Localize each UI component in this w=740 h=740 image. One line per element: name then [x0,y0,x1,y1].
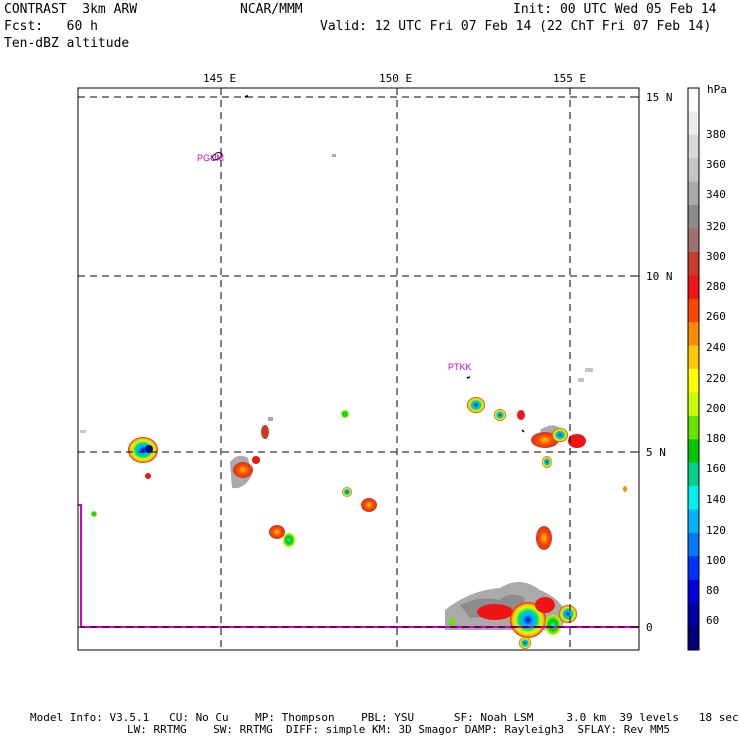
reflectivity-field [80,154,627,649]
convective-cells [91,397,627,649]
island-coastline [244,95,249,98]
cbar-label: 140 [706,493,726,506]
model-info-line1: Model Info: V3.5.1 CU: No Cu MP: Thompso… [30,711,739,724]
cbar-label: 340 [706,188,726,201]
colorbar-swatch [688,205,699,229]
colorbar-swatch [688,532,699,557]
cbar-label: 60 [706,614,719,627]
forecast-hour: Fcst: 60 h [4,19,98,34]
colorbar-swatch [688,298,699,323]
cbar-label: 220 [706,372,726,385]
colorbar-swatch [688,392,699,417]
grey-echo-areas [80,154,593,630]
colorbar [687,87,700,651]
lat-label-5n: 5 N [646,446,666,459]
lat-label-10n: 10 N [646,270,673,283]
cbar-label: 120 [706,524,726,537]
model-title: CONTRAST 3km ARW [4,2,138,17]
colorbar-swatch [688,322,699,347]
station-ptkk: PTKK [448,362,472,372]
colorbar-swatch [688,603,699,628]
colorbar-swatch [688,509,699,534]
colorbar-swatch [688,181,699,206]
cbar-label: 240 [706,341,726,354]
field-name: Ten-dBZ altitude [4,36,130,51]
colorbar-swatch [688,556,699,581]
colorbar-labels: 380 360 340 320 300 280 260 240 220 200 … [706,128,726,627]
colorbar-unit: hPa [707,83,727,96]
colorbar-swatch [688,486,699,510]
station-pgum: PGUM [197,153,224,163]
cbar-label: 280 [706,280,726,293]
colorbar-swatch [688,111,699,136]
colorbar-swatch [688,369,699,393]
lon-label-150: 150 E [379,72,412,85]
model-info-line2: LW: RRTMG SW: RRTMG DIFF: simple KM: 3D … [127,723,671,736]
colorbar-swatch [688,158,699,183]
colorbar-swatch [688,439,699,464]
valid-time: Valid: 12 UTC Fri 07 Feb 14 (22 ChT Fri … [320,19,712,34]
cbar-label: 80 [706,584,719,597]
lon-label-155: 155 E [553,72,586,85]
colorbar-swatch [688,134,699,159]
cbar-label: 100 [706,554,726,567]
cbar-label: 180 [706,432,726,445]
organization: NCAR/MMM [240,2,303,17]
cbar-label: 160 [706,462,726,475]
colorbar-frame [687,87,700,651]
graticule [78,88,639,650]
colorbar-swatch [688,626,699,651]
cbar-label: 360 [706,158,726,171]
cbar-label: 260 [706,310,726,323]
colorbar-swatch [688,579,699,604]
cbar-label: 320 [706,220,726,233]
lon-label-145: 145 E [203,72,236,85]
cbar-label: 300 [706,250,726,263]
chuuk-coastline [466,376,471,379]
lat-label-0: 0 [646,621,653,634]
cbar-label: 200 [706,402,726,415]
guam-coastline [211,152,223,161]
lat-label-15n: 15 N [646,91,673,104]
colorbar-swatch [688,462,699,487]
colorbar-swatch [688,345,699,370]
map-frame [77,87,640,651]
colorbar-swatch [688,415,699,440]
colorbar-swatch [688,88,699,112]
pohnpei-coastline [521,429,525,433]
colorbar-swatch [688,275,699,300]
init-time: Init: 00 UTC Wed 05 Feb 14 [513,2,717,17]
colorbar-swatch [688,228,699,253]
colorbar-swatch [688,251,699,276]
map-panel: 145 E 150 E 155 E 15 N 10 N 5 N 0 PGUM P… [77,72,727,651]
cbar-label: 380 [706,128,726,141]
axis-ticks [220,88,639,628]
